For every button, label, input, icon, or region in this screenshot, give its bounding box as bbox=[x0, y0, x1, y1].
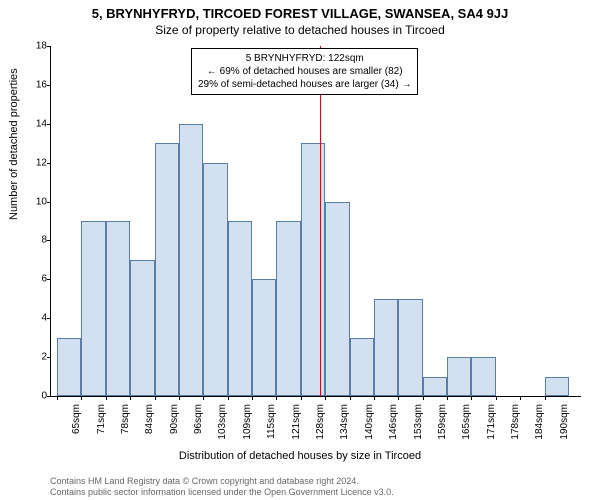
histogram-bar bbox=[203, 163, 227, 396]
x-tick-label: 165sqm bbox=[461, 404, 472, 454]
annotation-line: ← 69% of detached houses are smaller (82… bbox=[198, 65, 411, 78]
annotation-line: 5 BRYNHYFRYD: 122sqm bbox=[198, 52, 411, 65]
x-tick-label: 171sqm bbox=[486, 404, 497, 454]
y-tick-label: 18 bbox=[23, 41, 47, 52]
y-tick-label: 6 bbox=[23, 274, 47, 285]
y-tick-label: 14 bbox=[23, 118, 47, 129]
y-tick-label: 12 bbox=[23, 157, 47, 168]
footer-attribution: Contains HM Land Registry data © Crown c… bbox=[50, 476, 394, 498]
x-tick-label: 90sqm bbox=[169, 404, 180, 454]
y-axis-label: Number of detached properties bbox=[8, 68, 20, 220]
y-tick-label: 16 bbox=[23, 79, 47, 90]
chart-area: 02468101214161865sqm71sqm78sqm84sqm90sqm… bbox=[50, 46, 580, 396]
plot-region: 02468101214161865sqm71sqm78sqm84sqm90sqm… bbox=[50, 46, 581, 397]
footer-line: Contains public sector information licen… bbox=[50, 487, 394, 498]
histogram-bar bbox=[471, 357, 495, 396]
x-tick-label: 153sqm bbox=[413, 404, 424, 454]
x-tick-label: 115sqm bbox=[266, 404, 277, 454]
x-tick-label: 128sqm bbox=[315, 404, 326, 454]
annotation-box: 5 BRYNHYFRYD: 122sqm← 69% of detached ho… bbox=[191, 48, 418, 95]
histogram-bar bbox=[57, 338, 81, 396]
footer-line: Contains HM Land Registry data © Crown c… bbox=[50, 476, 394, 487]
histogram-bar bbox=[106, 221, 130, 396]
x-tick-label: 84sqm bbox=[144, 404, 155, 454]
histogram-bar bbox=[252, 279, 276, 396]
y-tick-label: 2 bbox=[23, 352, 47, 363]
page-subtitle: Size of property relative to detached ho… bbox=[0, 21, 600, 37]
histogram-bar bbox=[81, 221, 105, 396]
x-tick-label: 159sqm bbox=[437, 404, 448, 454]
y-tick-label: 0 bbox=[23, 391, 47, 402]
x-tick-label: 190sqm bbox=[559, 404, 570, 454]
annotation-line: 29% of semi-detached houses are larger (… bbox=[198, 78, 411, 91]
histogram-bar bbox=[423, 377, 447, 396]
x-tick-label: 96sqm bbox=[193, 404, 204, 454]
x-tick-label: 121sqm bbox=[291, 404, 302, 454]
histogram-bar bbox=[325, 202, 349, 396]
x-tick-label: 140sqm bbox=[364, 404, 375, 454]
histogram-bar bbox=[350, 338, 374, 396]
x-tick-label: 134sqm bbox=[339, 404, 350, 454]
histogram-bar bbox=[130, 260, 154, 396]
y-tick-label: 4 bbox=[23, 313, 47, 324]
x-tick-label: 184sqm bbox=[534, 404, 545, 454]
histogram-bar bbox=[447, 357, 471, 396]
x-tick-label: 146sqm bbox=[388, 404, 399, 454]
x-tick-label: 178sqm bbox=[510, 404, 521, 454]
x-axis-label: Distribution of detached houses by size … bbox=[0, 450, 600, 462]
reference-line bbox=[320, 46, 321, 396]
page-title: 5, BRYNHYFRYD, TIRCOED FOREST VILLAGE, S… bbox=[0, 0, 600, 21]
histogram-bar bbox=[228, 221, 252, 396]
x-tick-label: 78sqm bbox=[120, 404, 131, 454]
x-tick-label: 65sqm bbox=[71, 404, 82, 454]
x-tick-label: 71sqm bbox=[96, 404, 107, 454]
x-tick-label: 109sqm bbox=[242, 404, 253, 454]
histogram-bar bbox=[374, 299, 398, 396]
y-tick-label: 8 bbox=[23, 235, 47, 246]
histogram-bar bbox=[545, 377, 569, 396]
histogram-bar bbox=[398, 299, 422, 396]
histogram-bar bbox=[155, 143, 179, 396]
x-tick-label: 103sqm bbox=[217, 404, 228, 454]
histogram-bar bbox=[179, 124, 203, 396]
histogram-bar bbox=[301, 143, 325, 396]
histogram-bar bbox=[276, 221, 300, 396]
y-tick-label: 10 bbox=[23, 196, 47, 207]
